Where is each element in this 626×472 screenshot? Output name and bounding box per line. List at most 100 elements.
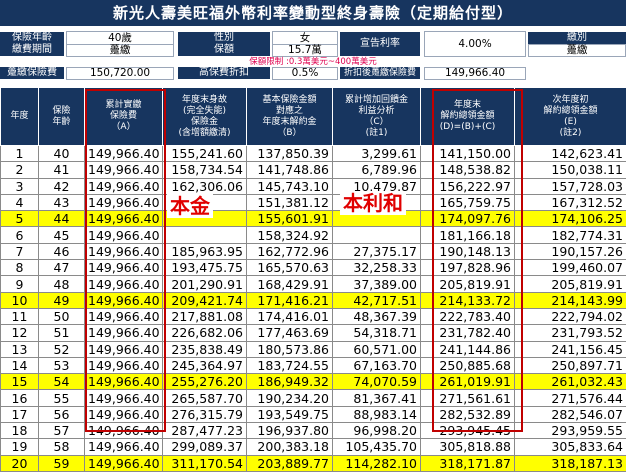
table-cell: 88,983.14 bbox=[333, 406, 421, 422]
table-cell: 57 bbox=[39, 423, 85, 439]
table-cell: 5 bbox=[1, 211, 39, 227]
table-cell: 235,838.49 bbox=[163, 341, 247, 357]
table-cell: 183,724.55 bbox=[247, 357, 333, 373]
table-cell: 162,772.96 bbox=[247, 243, 333, 259]
table-cell: 141,748.86 bbox=[247, 162, 333, 178]
table-cell: 174,416.01 bbox=[247, 308, 333, 324]
table-cell: 222,794.02 bbox=[515, 308, 626, 324]
table-cell: 193,549.75 bbox=[247, 406, 333, 422]
table-cell: 137,850.39 bbox=[247, 146, 333, 162]
table-cell: 3 bbox=[1, 178, 39, 194]
table-cell: 214,143.99 bbox=[515, 292, 626, 308]
table-cell: 48 bbox=[39, 276, 85, 292]
table-cell: 149,966.40 bbox=[85, 227, 163, 243]
column-header: 累計實繳 保險費 （A） bbox=[85, 88, 163, 146]
table-cell: 20 bbox=[1, 455, 39, 471]
table-cell: 200,383.18 bbox=[247, 439, 333, 455]
table-cell: 149,966.40 bbox=[85, 194, 163, 210]
table-cell: 6,789.96 bbox=[333, 162, 421, 178]
after-discount-value: 149,966.40 bbox=[424, 67, 526, 80]
table-cell: 199,460.07 bbox=[515, 260, 626, 276]
table-cell: 190,157.26 bbox=[515, 243, 626, 259]
table-cell: 250,885.68 bbox=[421, 357, 515, 373]
age-label: 保險年齡 bbox=[0, 32, 64, 44]
premium-value: 150,720.00 bbox=[66, 67, 174, 80]
table-cell: 185,963.95 bbox=[163, 243, 247, 259]
table-cell: 149,966.40 bbox=[85, 390, 163, 406]
table-cell: 149,966.40 bbox=[85, 260, 163, 276]
table-cell: 205,819.91 bbox=[515, 276, 626, 292]
table-cell: 282,532.89 bbox=[421, 406, 515, 422]
table-cell: 180,573.86 bbox=[247, 341, 333, 357]
table-cell: 149,966.40 bbox=[85, 308, 163, 324]
table-cell: 149,966.40 bbox=[85, 439, 163, 455]
table-cell bbox=[333, 227, 421, 243]
table-cell: 149,966.40 bbox=[85, 341, 163, 357]
premium-label: 躉繳保險費 bbox=[0, 67, 64, 79]
table-cell: 305,833.64 bbox=[515, 439, 626, 455]
table-cell: 6 bbox=[1, 227, 39, 243]
table-cell: 151,381.12 bbox=[247, 194, 333, 210]
table-cell: 226,682.06 bbox=[163, 325, 247, 341]
table-cell: 8 bbox=[1, 260, 39, 276]
table-cell: 50 bbox=[39, 308, 85, 324]
table-cell: 4 bbox=[1, 194, 39, 210]
table-cell: 54,318.71 bbox=[333, 325, 421, 341]
table-cell: 51 bbox=[39, 325, 85, 341]
principal-annotation: 本金 bbox=[167, 194, 213, 218]
table-cell: 44 bbox=[39, 211, 85, 227]
table-cell: 214,133.72 bbox=[421, 292, 515, 308]
table-cell: 149,966.40 bbox=[85, 292, 163, 308]
table-cell: 231,793.52 bbox=[515, 325, 626, 341]
table-cell: 55 bbox=[39, 390, 85, 406]
payment-label: 繳別 bbox=[528, 32, 626, 44]
table-cell: 293,945.45 bbox=[421, 423, 515, 439]
table-cell: 32,258.33 bbox=[333, 260, 421, 276]
insured-limit-note: 保額限制 :0.3萬美元~400萬美元 bbox=[0, 55, 626, 67]
table-cell: 293,959.55 bbox=[515, 423, 626, 439]
table-cell: 149,966.40 bbox=[85, 357, 163, 373]
table-cell: 174,106.25 bbox=[515, 211, 626, 227]
table-cell: 197,828.96 bbox=[421, 260, 515, 276]
table-cell: 318,171.87 bbox=[421, 455, 515, 471]
table-cell: 114,282.10 bbox=[333, 455, 421, 471]
column-header: 保險 年齡 bbox=[39, 88, 85, 146]
page-title: 新光人壽美旺福外幣利率變動型終身壽險（定期給付型） bbox=[0, 0, 626, 26]
column-header: 年度末 解約總領金額 (D)=(B)+(C) bbox=[421, 88, 515, 146]
table-cell: 59 bbox=[39, 455, 85, 471]
table-cell: 148,538.82 bbox=[421, 162, 515, 178]
table-cell: 261,019.91 bbox=[421, 374, 515, 390]
table-cell: 158,734.54 bbox=[163, 162, 247, 178]
table-cell: 157,728.03 bbox=[515, 178, 626, 194]
table-cell: 255,276.20 bbox=[163, 374, 247, 390]
table-cell: 58 bbox=[39, 439, 85, 455]
gender-label: 性別 bbox=[178, 32, 270, 44]
table-cell: 149,966.40 bbox=[85, 178, 163, 194]
table-cell: 48,367.39 bbox=[333, 308, 421, 324]
table-cell: 81,367.41 bbox=[333, 390, 421, 406]
table-cell: 171,416.21 bbox=[247, 292, 333, 308]
table-cell: 162,306.06 bbox=[163, 178, 247, 194]
table-cell: 174,097.76 bbox=[421, 211, 515, 227]
table-cell: 18 bbox=[1, 423, 39, 439]
discount-value: 0.5% bbox=[272, 67, 338, 80]
table-cell: 276,315.79 bbox=[163, 406, 247, 422]
table-cell: 149,966.40 bbox=[85, 276, 163, 292]
table-cell: 12 bbox=[1, 325, 39, 341]
table-cell: 149,966.40 bbox=[85, 455, 163, 471]
table-cell: 168,429.91 bbox=[247, 276, 333, 292]
table-cell: 182,774.31 bbox=[515, 227, 626, 243]
table-cell: 10 bbox=[1, 292, 39, 308]
table-cell: 45 bbox=[39, 227, 85, 243]
table-cell: 271,576.44 bbox=[515, 390, 626, 406]
table-cell: 56 bbox=[39, 406, 85, 422]
